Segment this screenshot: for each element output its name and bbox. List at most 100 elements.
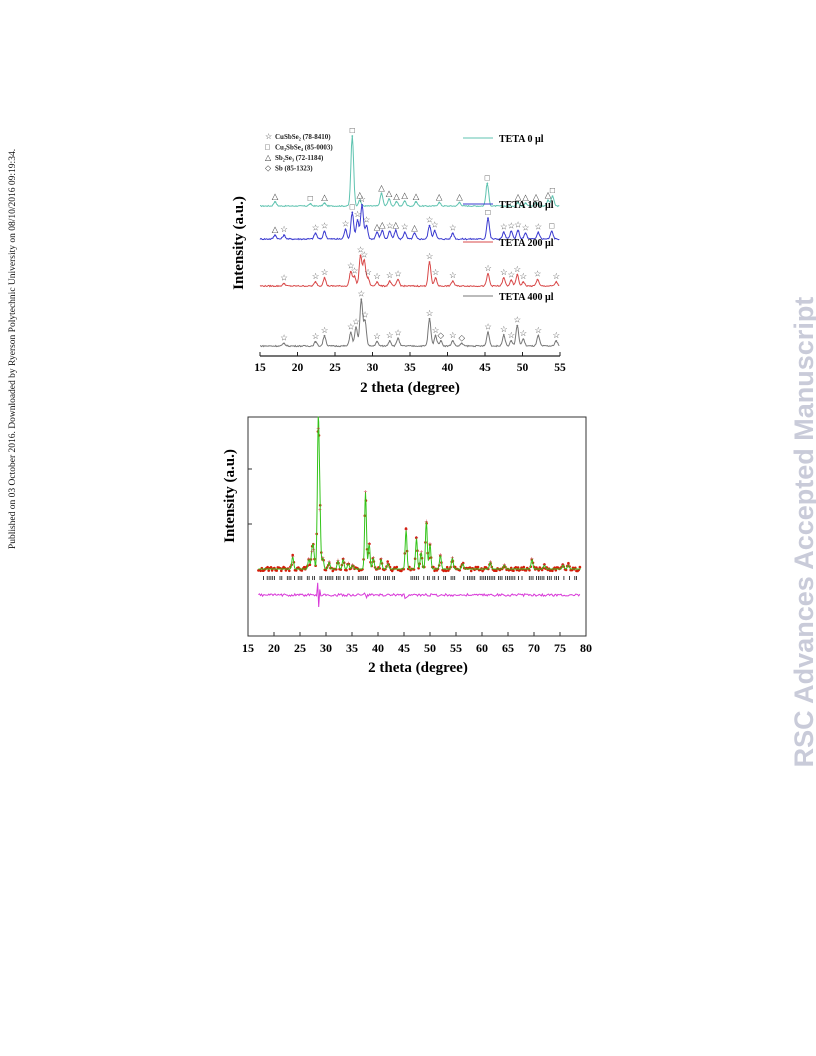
phase-marker: ☆ xyxy=(426,251,434,261)
legend-label: TETA 100 µl xyxy=(499,200,554,211)
peak-point xyxy=(351,135,354,137)
peak-point xyxy=(403,200,406,202)
phase-marker: ☆ xyxy=(347,261,355,271)
observed-point xyxy=(275,569,278,572)
peak-point xyxy=(522,338,525,341)
peak-point xyxy=(274,200,276,203)
phase-marker: △ xyxy=(379,220,386,230)
peak-point xyxy=(355,326,357,329)
phase-markers: △ □ △□△△△ △ △ △ △ △□△ △ △ △□△ ☆ ☆ ☆ ☆□☆☆☆△△ ☆ △ ☆ △☆☆ ☆□☆ ☆ ☆… xyxy=(272,128,561,342)
phase-marker: ☆ xyxy=(357,245,365,255)
peak-point xyxy=(524,202,527,205)
observed-point xyxy=(395,565,399,569)
phase-marker: ☆ xyxy=(394,327,402,337)
frame-rect xyxy=(247,416,587,637)
x-tick-label: 20 xyxy=(292,362,304,374)
peak-marker: + xyxy=(316,425,320,433)
y-axis-label: Intensity (a.u.) xyxy=(231,196,247,290)
phase-marker: ☆ xyxy=(484,321,492,331)
peak-point xyxy=(364,319,366,322)
peak-marker: + xyxy=(327,558,331,566)
phase-marker: △ xyxy=(393,191,400,201)
peak-point xyxy=(524,232,527,235)
peak-point xyxy=(547,199,549,202)
phase-marker: ☆ xyxy=(432,267,440,277)
observed-point xyxy=(259,569,262,573)
x-tick-label: 80 xyxy=(580,641,592,655)
phase-marker: ☆ xyxy=(431,220,439,230)
peak-point xyxy=(502,231,505,234)
peak-point xyxy=(356,219,359,221)
peak-point xyxy=(510,340,513,342)
peak-point xyxy=(360,298,363,301)
phase-marker: ☆ xyxy=(357,288,365,298)
watermark: RSC Advances Accepted Manuscript xyxy=(789,296,816,768)
peak-point xyxy=(516,273,519,276)
phase-key-text: CuSbSe₂ (78-8410) xyxy=(275,133,331,141)
peak-point xyxy=(537,334,540,337)
peak-point xyxy=(283,342,285,345)
peak-point xyxy=(361,203,363,206)
peak-point xyxy=(438,201,441,204)
peak-point xyxy=(359,254,362,257)
phase-marker: ◇ xyxy=(438,330,445,340)
peak-point xyxy=(323,202,326,205)
peak-point xyxy=(502,334,505,336)
peak-point xyxy=(517,229,519,232)
phase-marker: □ xyxy=(485,173,490,183)
peak-point xyxy=(283,234,285,237)
peak-point xyxy=(314,281,317,283)
peak-marker: + xyxy=(502,561,506,569)
peak-point xyxy=(555,340,558,342)
legend: TETA 0 µl TETA 100 µl TETA 200 µl TETA 400 … xyxy=(463,134,554,303)
peak-marker: + xyxy=(530,555,534,563)
peak-point xyxy=(415,200,417,203)
peak-point xyxy=(535,201,537,204)
peak-marker: + xyxy=(404,526,408,534)
peak-point xyxy=(388,280,391,283)
peak-point xyxy=(451,340,454,342)
peak-point xyxy=(551,195,554,198)
peak-point xyxy=(517,201,519,204)
peak-marker: + xyxy=(379,555,383,563)
phase-key-text: Cu₃SbSe₄ (85-0003) xyxy=(275,144,333,152)
peak-marker: + xyxy=(419,548,423,556)
observed-point xyxy=(524,569,528,572)
phase-marker: ☆ xyxy=(321,325,329,335)
phase-marker: ☆ xyxy=(360,249,368,259)
phase-marker: □ xyxy=(550,185,555,195)
peak-point xyxy=(388,340,391,342)
observed-point xyxy=(267,569,270,572)
peak-point xyxy=(451,232,454,235)
observed-point xyxy=(554,569,558,572)
phase-marker: ☆ xyxy=(363,215,371,225)
phase-marker: △ xyxy=(533,192,540,202)
phase-marker: ☆ xyxy=(522,222,530,232)
peak-marker: + xyxy=(438,551,442,559)
observed-point xyxy=(345,568,348,572)
phase-marker: △ xyxy=(272,224,279,234)
phase-marker: △ xyxy=(436,192,443,202)
phase-marker: ☆ xyxy=(352,316,360,326)
peak-point xyxy=(433,229,436,232)
observed-point xyxy=(270,569,274,572)
peak-point xyxy=(349,270,352,273)
observed-point xyxy=(444,569,448,573)
peak-point xyxy=(323,334,326,337)
phase-marker: ☆ xyxy=(484,263,492,273)
observed-point xyxy=(578,565,582,569)
peak-point xyxy=(344,228,347,231)
data-group: + +++++++ + ++ ++++ ++++++++ ++ + +++ + + xyxy=(257,416,582,608)
x-axis: 15 20 25 30 35 40 45 50 55 60 65 70 75 80 xyxy=(242,632,592,655)
peak-point xyxy=(486,182,489,185)
observed-point xyxy=(522,565,526,569)
peak-marker: + xyxy=(307,555,311,563)
peak-point xyxy=(367,277,369,279)
phase-marker: △ xyxy=(413,191,420,201)
phase-marker: ☆ xyxy=(507,269,515,279)
phase-marker: △ xyxy=(378,182,385,192)
peak-point xyxy=(413,232,416,235)
phase-marker: ☆ xyxy=(426,215,434,225)
observed-point xyxy=(404,527,408,530)
observed-point xyxy=(294,569,298,572)
